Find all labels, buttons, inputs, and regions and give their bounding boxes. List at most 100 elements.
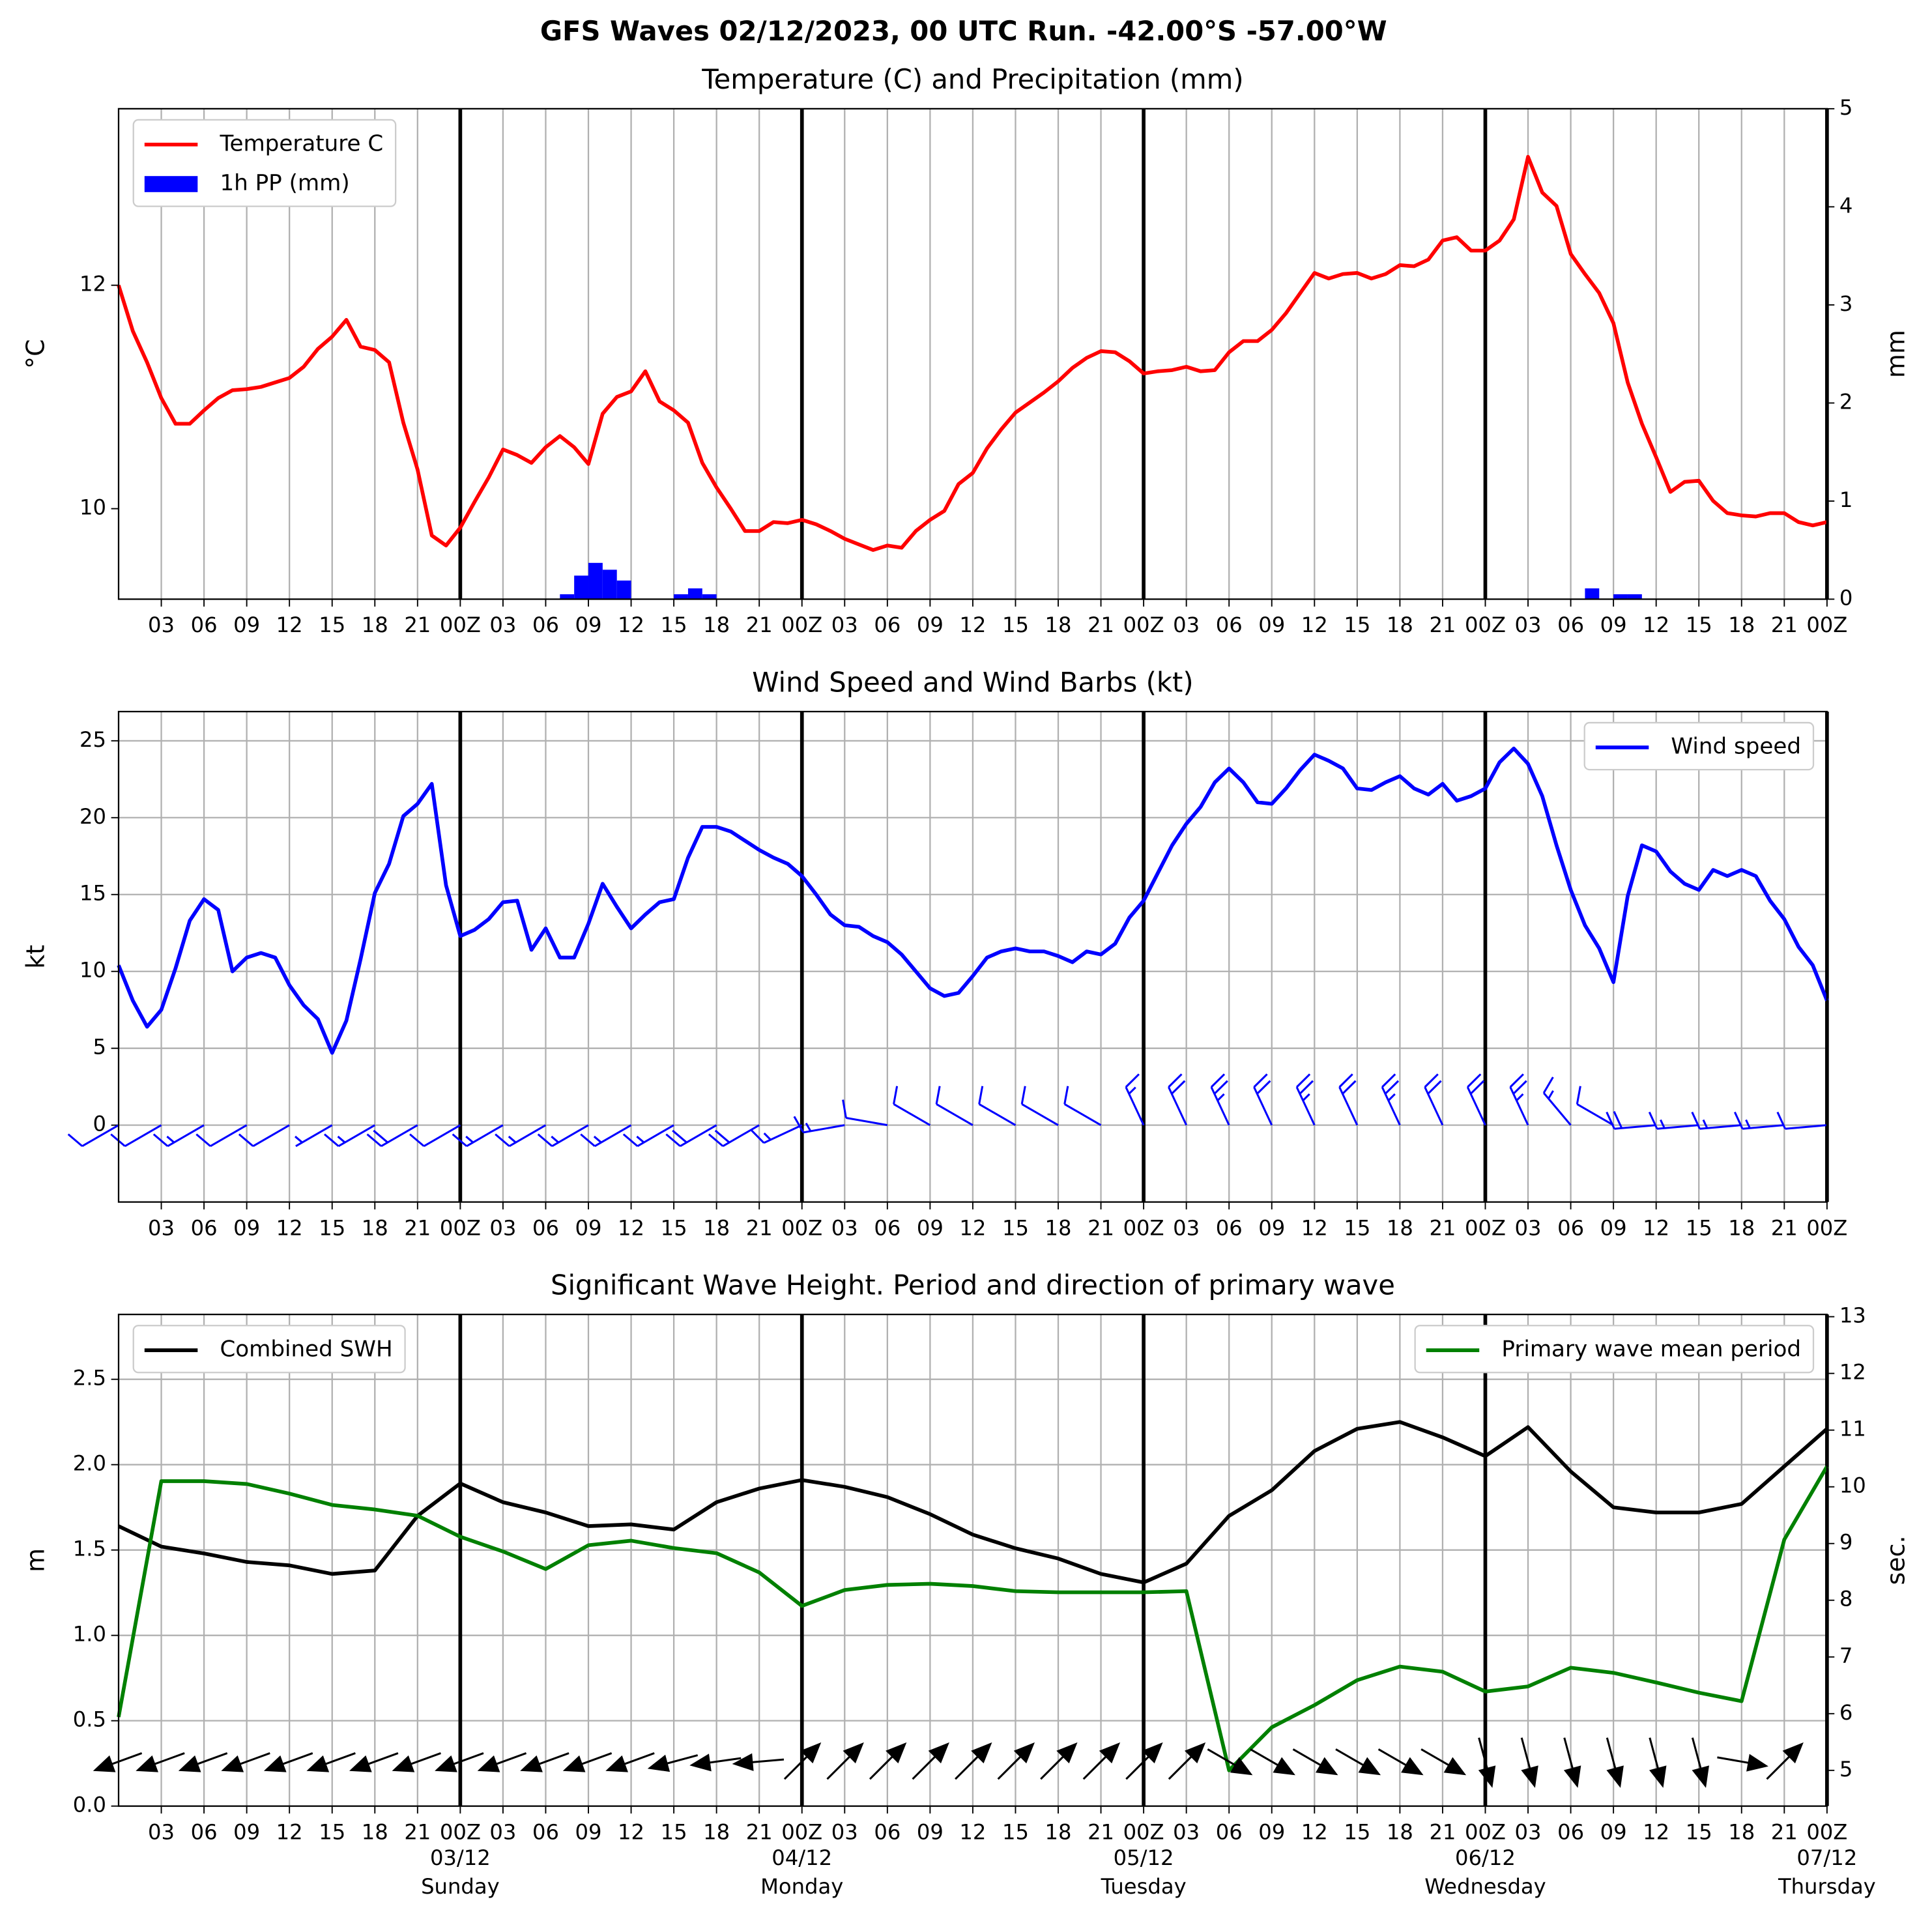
x-tick-label: 18 [362,1215,388,1240]
x-tick-label: 21 [746,1819,773,1844]
x-tick-label: 09 [575,1215,602,1240]
x-tick-label: 18 [362,613,388,637]
precip-bar [574,575,589,599]
wind-barb [708,1124,760,1148]
x-tick-label: 12 [618,1215,644,1240]
x-tick-label: 00Z [1806,1819,1847,1844]
x-tick-label: 15 [319,1819,345,1844]
y2-tick-label: 2 [1839,389,1853,414]
x-tick-label: 12 [1301,1215,1328,1240]
precip-bar [1627,594,1642,599]
x-tick-label: 21 [746,613,773,637]
x-tick-label: 06 [191,613,218,637]
wave-arrow [1520,1737,1538,1788]
precip-bar [1585,588,1600,599]
wave-arrow [392,1752,441,1772]
y-axis-label: kt [21,945,50,969]
precip-bar [702,594,717,599]
x-tick-label: 12 [959,1215,986,1240]
wave-arrow [955,1742,992,1780]
y-tick-label: 2.5 [73,1366,106,1391]
plot-frame [117,710,1828,1203]
wave-arrow [1478,1737,1496,1788]
x-tick-label: 18 [1728,1819,1755,1844]
day-label: Monday [760,1874,843,1899]
legend: Wind speed [1583,721,1815,771]
wind-barb [295,1124,333,1148]
wind-barb [1733,1112,1785,1130]
x-tick-label: 18 [703,613,730,637]
x-tick-label: 12 [1301,1819,1328,1844]
wind-barb [1210,1073,1230,1126]
x-tick-label: 09 [1600,1215,1627,1240]
x-tick-label: 18 [1387,1819,1413,1844]
y2-tick-label: 12 [1839,1360,1866,1385]
precip-bar [602,570,617,599]
wind-barb [1576,1086,1614,1126]
wind-barb [67,1124,119,1148]
x-tick-label: 15 [661,1819,687,1844]
wave-arrow [1040,1742,1078,1780]
legend-label: Combined SWH [220,1336,392,1363]
wave-arrow [477,1752,527,1772]
series-line [117,746,1829,1055]
wave-arrow [136,1752,185,1772]
x-tick-label: 06 [874,1215,901,1240]
x-tick-label: 06 [1557,1819,1584,1844]
wind-barb [195,1124,248,1148]
y2-tick-label: 8 [1839,1587,1853,1611]
date-label: 05/12 [1114,1845,1174,1870]
x-tick-label: 00Z [1123,1215,1164,1240]
x-tick-label: 18 [1045,1819,1072,1844]
panel: Temperature (C) and Precipitation (mm)03… [21,63,1910,637]
wave-arrow [1377,1748,1424,1776]
wind-barb [750,1124,803,1144]
x-tick-label: 00Z [1465,613,1506,637]
x-tick-label: 03 [1173,1819,1200,1844]
wind-barb [1542,1076,1572,1126]
x-tick-label: 03 [1515,613,1542,637]
x-tick-label: 21 [1088,613,1114,637]
y-tick-label: 2.0 [73,1451,106,1476]
x-tick-label: 09 [1600,613,1627,637]
y-tick-label: 10 [79,495,106,520]
wind-barb [935,1086,973,1126]
day-label: Thursday [1778,1874,1876,1899]
wind-barb [1466,1073,1486,1126]
x-tick-label: 00Z [1123,1819,1164,1844]
wave-arrow [349,1752,399,1772]
y2-tick-label: 10 [1839,1473,1866,1498]
series-line [117,154,1828,552]
x-tick-label: 09 [233,1215,260,1240]
y-tick-label: 25 [79,727,106,752]
wind-barb [622,1124,674,1148]
x-tick-label: 15 [319,613,345,637]
x-tick-label: 12 [1301,613,1328,637]
x-tick-label: 00Z [1465,1819,1506,1844]
wave-arrow [562,1752,613,1772]
x-tick-label: 09 [1258,613,1285,637]
x-tick-label: 06 [191,1215,218,1240]
y2-tick-label: 7 [1839,1643,1853,1668]
x-tick-label: 18 [703,1819,730,1844]
y2-tick-label: 5 [1839,95,1853,120]
x-tick-label: 18 [1045,1215,1072,1240]
wave-arrow [1250,1748,1295,1776]
x-tick-label: 12 [618,1819,644,1844]
wave-arrow [1606,1737,1624,1788]
wave-arrow [263,1752,313,1772]
figure-title: GFS Waves 02/12/2023, 00 UTC Run. -42.00… [540,15,1387,47]
precip-bar [687,588,702,599]
wind-barb [1381,1073,1401,1126]
x-tick-label: 03 [148,613,175,637]
y2-tick-label: 6 [1839,1700,1853,1725]
wind-barb [1338,1073,1359,1126]
date-label: 06/12 [1455,1845,1516,1870]
x-tick-label: 15 [1002,613,1029,637]
wave-arrow [1292,1748,1338,1776]
panel: Wind Speed and Wind Barbs (kt) 03 06 09 12 15… [21,666,1847,1240]
x-tick-label: 03 [1515,1215,1542,1240]
x-tick-label: 06 [532,1215,559,1240]
wave-arrow [306,1752,356,1772]
